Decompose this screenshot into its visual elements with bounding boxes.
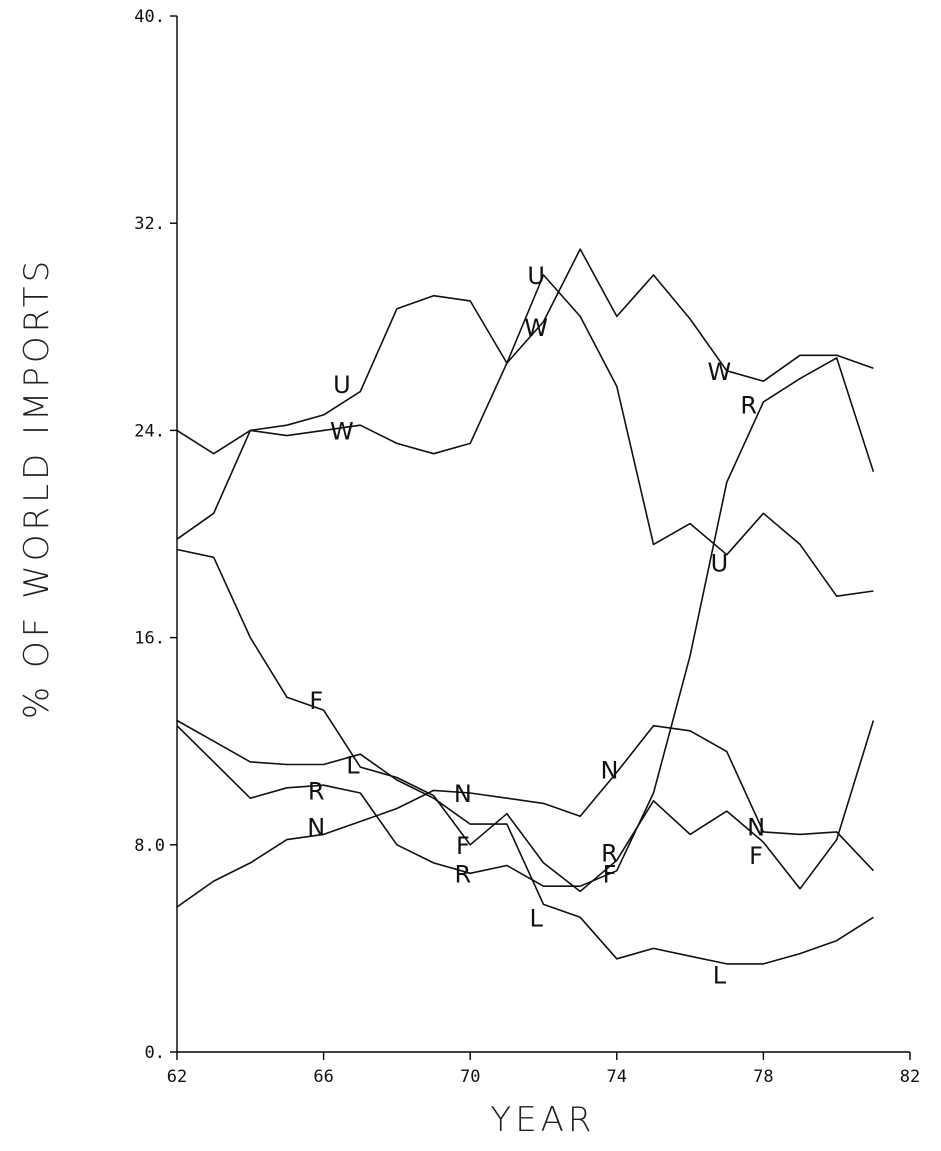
x-tick-label: 78 (753, 1067, 773, 1087)
series-line-u (176, 274, 874, 598)
x-tick-label: 74 (607, 1067, 627, 1087)
y-axis-title: % OF WORLD IMPORTS (17, 257, 57, 719)
series-marker-f: F (603, 860, 617, 888)
series-line-l (176, 719, 874, 965)
series-marker-r: R (455, 860, 472, 888)
series-line-n (176, 724, 874, 908)
x-tick-label: 62 (167, 1067, 187, 1087)
series-line-w (176, 248, 874, 455)
series-marker-n: N (747, 814, 765, 842)
x-tick-label: 66 (313, 1067, 333, 1087)
x-axis-title: YEAR (490, 1100, 595, 1140)
series-marker-f: F (749, 842, 763, 870)
series-marker-w: W (524, 314, 548, 342)
y-tick-label: 16. (134, 629, 165, 649)
series-marker-n: N (454, 780, 472, 808)
series-marker-w: W (708, 358, 732, 386)
series-marker-n: N (307, 814, 325, 842)
x-tick-label: 70 (460, 1067, 480, 1087)
series-marker-n: N (600, 757, 618, 785)
series-marker-u: U (527, 262, 545, 290)
y-tick-label: 32. (134, 214, 165, 234)
series-marker-r: R (601, 840, 618, 868)
series-marker-u: U (711, 549, 729, 577)
y-tick-label: 24. (134, 421, 165, 441)
series-line-f (176, 548, 875, 893)
y-tick-label: 0. (145, 1043, 165, 1063)
series-marker-r: R (740, 392, 757, 420)
series-marker-f: F (309, 687, 323, 715)
y-tick-label: 40. (134, 7, 165, 27)
series-marker-l: L (529, 904, 543, 932)
series-marker-f: F (456, 832, 470, 860)
series-marker-u: U (333, 371, 351, 399)
x-tick-label: 82 (900, 1067, 920, 1087)
y-axis: 0. 8.0 16. 24. 32. 40. (134, 7, 178, 1063)
x-axis: 62 66 70 74 78 82 (167, 1051, 920, 1087)
series-marker-l: L (713, 961, 727, 989)
series-line-r (176, 357, 875, 888)
y-tick-label: 8.0 (134, 836, 165, 856)
series-marker-l: L (346, 752, 360, 780)
series-marker-r: R (308, 777, 325, 805)
series-lines (176, 248, 875, 965)
series-marker-w: W (330, 417, 354, 445)
